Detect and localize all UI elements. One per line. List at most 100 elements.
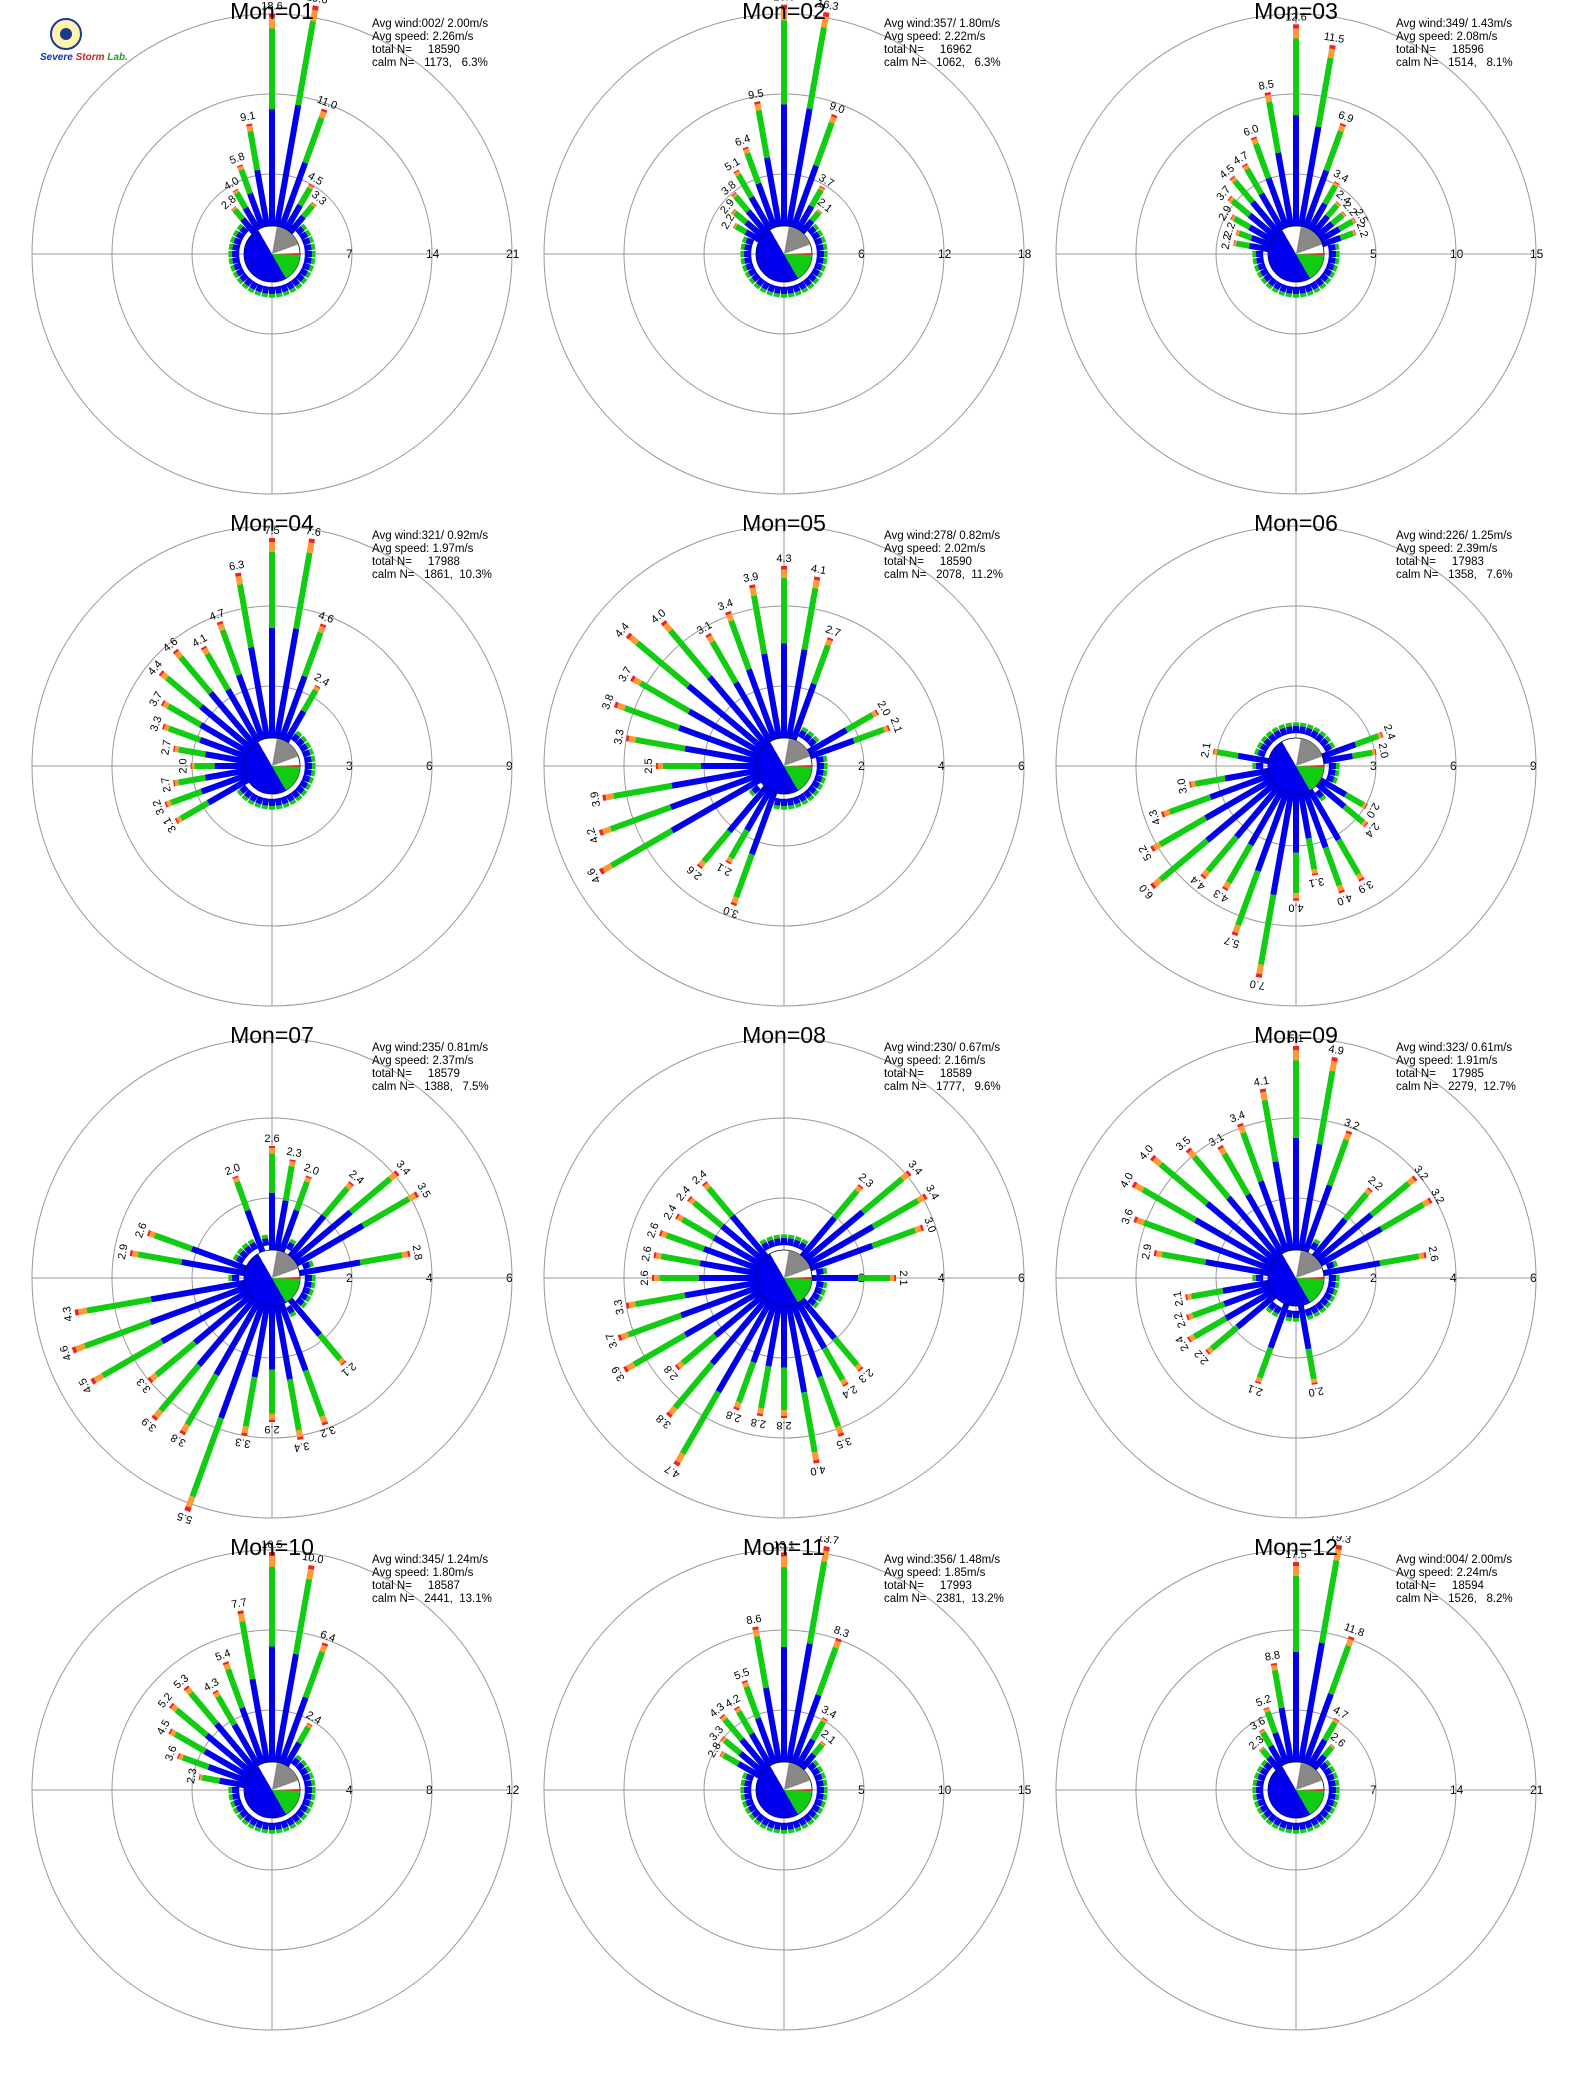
wind-bar xyxy=(1328,1787,1340,1793)
bar-value-label: 3.6 xyxy=(1120,1208,1137,1226)
bar-value-label: 2.5 xyxy=(643,758,655,773)
bar-value-label: 2.1 xyxy=(1246,1382,1264,1399)
wind-bar xyxy=(228,243,241,252)
wind-bar xyxy=(1298,722,1307,735)
wind-bar xyxy=(232,1803,246,1815)
stat-line: Avg wind:323/ 0.61m/s xyxy=(1396,1042,1513,1054)
wind-bar: 6.0 xyxy=(1242,123,1290,229)
wind-bar xyxy=(1325,1286,1338,1296)
wind-bar xyxy=(1260,735,1273,748)
wind-bar xyxy=(1285,1821,1294,1834)
bar-value-label: 9.5 xyxy=(747,88,764,102)
panel-title: Mon=08 xyxy=(742,1022,826,1048)
stat-line: calm N= 1388, 7.5% xyxy=(372,1081,489,1093)
wind-bar xyxy=(810,1765,824,1777)
wind-bar xyxy=(232,267,246,279)
wind-stats: Avg wind:002/ 2.00m/s Avg speed: 2.26m/s t… xyxy=(372,18,488,70)
stat-line: Avg wind:230/ 0.67m/s xyxy=(884,1042,1001,1054)
windrose-panel: 3 6 9 2.4 2.0 2.0 2.4 3.9 4.0 3.1 4.0 7.0 5.7 4.3 4.4 6… xyxy=(1040,510,1552,1024)
wind-bar: 2.8 xyxy=(776,1306,792,1431)
bar-value-label: 4.3 xyxy=(61,1305,75,1322)
wind-bar xyxy=(807,272,820,285)
bar-value-label: 13.1 xyxy=(773,1539,794,1551)
stat-line: total N= 17988 xyxy=(372,556,460,568)
wind-bar: 6.3 xyxy=(228,559,271,739)
wind-bar xyxy=(786,285,795,298)
wind-bar: 2.6 xyxy=(1323,1245,1440,1277)
wind-bar xyxy=(228,1275,240,1281)
wind-bar: 2.8 xyxy=(299,1244,424,1277)
ring-tick-label: 18 xyxy=(1018,247,1032,261)
wind-bar xyxy=(1265,730,1278,743)
wind-bar: 13.1 xyxy=(773,1539,795,1762)
wind-bar xyxy=(1319,1759,1332,1772)
bar-value-label: 3.0 xyxy=(921,1216,938,1234)
bar-value-label: 3.5 xyxy=(835,1434,853,1451)
wind-bar: 3.5 xyxy=(1174,1134,1281,1259)
bar-value-label: 4.7 xyxy=(208,607,226,624)
panel-title: Mon=01 xyxy=(230,0,314,24)
wind-bar: 2.2 xyxy=(1311,1174,1385,1259)
wind-stats: Avg wind:321/ 0.92m/s Avg speed: 1.97m/s t… xyxy=(372,530,492,582)
bar-value-label: 4.3 xyxy=(1147,808,1164,826)
wind-bar xyxy=(807,735,820,748)
wind-bar xyxy=(228,251,240,257)
stat-line: Avg wind:004/ 2.00m/s xyxy=(1396,1554,1513,1566)
wind-bar xyxy=(1254,748,1267,758)
bar-value-label: 3.2 xyxy=(1343,1117,1361,1134)
wind-bar xyxy=(815,1280,828,1289)
wind-bar: 4.0 xyxy=(1288,794,1304,914)
wind-bar: 2.3 xyxy=(273,1146,303,1251)
panel-title: Mon=02 xyxy=(742,0,826,24)
wind-stats: Avg wind:226/ 1.25m/s Avg speed: 2.39m/s t… xyxy=(1396,530,1513,582)
wind-bar xyxy=(766,1236,776,1249)
wind-bar: 2.9 xyxy=(1140,1243,1269,1277)
wind-bar xyxy=(781,1822,787,1834)
wind-bar xyxy=(230,236,243,246)
wind-bar xyxy=(815,768,828,777)
bar-value-label: 4.3 xyxy=(776,553,791,565)
stat-line: total N= 17993 xyxy=(884,1580,972,1592)
ring-tick-label: 15 xyxy=(1530,247,1544,261)
wind-bar xyxy=(815,256,828,265)
wind-bar xyxy=(1252,251,1264,257)
wind-bar: 4.3 xyxy=(1212,788,1285,905)
bar-value-label: 3.3 xyxy=(234,1435,251,1449)
wind-bar xyxy=(1265,1813,1278,1826)
bar-value-label: 2.8 xyxy=(724,1408,742,1425)
wind-bar: 3.3 xyxy=(148,715,247,760)
wind-bar: 3.3 xyxy=(234,1305,271,1450)
wind-bar xyxy=(792,1819,802,1832)
bar-value-label: 2.1 xyxy=(897,1270,909,1285)
wind-bar xyxy=(1254,1772,1267,1782)
bar-value-label: 2.0 xyxy=(302,1162,320,1179)
wind-bar: 2.3 xyxy=(799,1297,875,1385)
windrose-panel: 2 4 6 5.1 4.9 3.2 2.2 3.2 3.2 2.6 2.0 2.1 2.2 2.4 2.2 2… xyxy=(1040,1022,1552,1536)
wind-bar: 11.8 xyxy=(1302,1621,1366,1765)
windrose-panel: 5 10 15 13.1 13.7 8.3 3.4 2.1 2.8 3.3 4.3 4.2 5.5 8.6… xyxy=(528,1534,1040,2048)
wind-bar xyxy=(236,1808,249,1821)
wind-bar xyxy=(1319,272,1332,285)
university-seal-icon xyxy=(50,18,82,50)
wind-bar xyxy=(1328,763,1340,769)
stat-line: Avg speed: 2.39m/s xyxy=(1396,543,1498,555)
wind-bar xyxy=(813,1772,826,1782)
wind-bar: 3.2 xyxy=(1302,1117,1361,1253)
bar-value-label: 2.3 xyxy=(185,1767,199,1784)
wind-bar: 3.2 xyxy=(1315,1164,1430,1263)
wind-bar xyxy=(241,789,254,802)
bar-value-label: 6.4 xyxy=(734,133,752,150)
wind-bar: 2.4 xyxy=(287,1168,366,1259)
bar-value-label: 3.3 xyxy=(148,715,165,733)
bar-value-label: 12.6 xyxy=(1285,11,1306,23)
wind-bar: 2.9 xyxy=(116,1243,245,1277)
wind-bar: 6.0 xyxy=(1137,781,1277,901)
bar-value-label: 8.5 xyxy=(1258,78,1275,92)
wind-bar xyxy=(1278,724,1288,737)
wind-bar: 4.3 xyxy=(776,553,792,738)
wind-bar xyxy=(1325,774,1338,784)
stat-line: Avg speed: 1.91m/s xyxy=(1396,1055,1498,1067)
panel-title: Mon=04 xyxy=(230,510,314,536)
